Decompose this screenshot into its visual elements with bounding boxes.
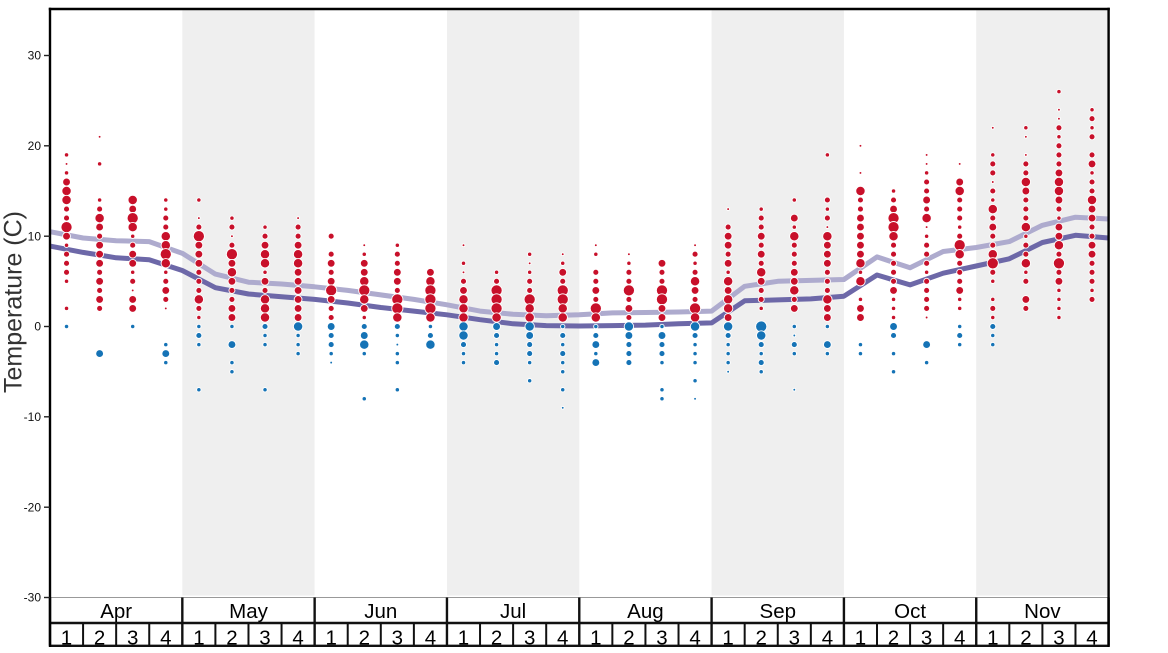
svg-text:30: 30 — [28, 49, 42, 63]
svg-text:Oct: Oct — [894, 600, 926, 623]
svg-text:1: 1 — [722, 627, 733, 649]
svg-text:4: 4 — [292, 627, 303, 649]
svg-text:4: 4 — [557, 627, 568, 649]
svg-text:1: 1 — [458, 627, 469, 649]
svg-text:4: 4 — [425, 627, 436, 649]
svg-text:0: 0 — [34, 320, 41, 334]
svg-text:Sep: Sep — [760, 600, 796, 623]
svg-text:4: 4 — [160, 627, 171, 649]
svg-text:2: 2 — [94, 627, 105, 649]
svg-text:Jun: Jun — [364, 600, 397, 623]
svg-text:4: 4 — [689, 627, 700, 649]
svg-text:1: 1 — [590, 627, 601, 649]
svg-text:2: 2 — [755, 627, 766, 649]
svg-text:1: 1 — [325, 627, 336, 649]
svg-text:1: 1 — [855, 627, 866, 649]
svg-text:Nov: Nov — [1024, 600, 1061, 623]
svg-text:2: 2 — [359, 627, 370, 649]
svg-text:Apr: Apr — [100, 600, 132, 623]
svg-text:1: 1 — [61, 627, 72, 649]
svg-text:Jul: Jul — [500, 600, 526, 623]
svg-text:-30: -30 — [24, 591, 42, 605]
svg-text:3: 3 — [656, 627, 667, 649]
svg-text:-20: -20 — [24, 500, 42, 514]
svg-text:4: 4 — [1086, 627, 1097, 649]
svg-text:3: 3 — [921, 627, 932, 649]
svg-text:2: 2 — [888, 627, 899, 649]
svg-text:2: 2 — [226, 627, 237, 649]
svg-text:3: 3 — [524, 627, 535, 649]
svg-text:3: 3 — [392, 627, 403, 649]
svg-text:Aug: Aug — [627, 600, 663, 623]
svg-text:20: 20 — [28, 139, 42, 153]
svg-text:1: 1 — [987, 627, 998, 649]
svg-text:Temperature (C): Temperature (C) — [0, 211, 28, 393]
svg-text:1: 1 — [193, 627, 204, 649]
svg-text:May: May — [229, 600, 268, 623]
svg-text:10: 10 — [28, 229, 42, 243]
svg-text:2: 2 — [623, 627, 634, 649]
svg-text:3: 3 — [1053, 627, 1064, 649]
svg-text:3: 3 — [127, 627, 138, 649]
svg-text:2: 2 — [491, 627, 502, 649]
svg-text:3: 3 — [789, 627, 800, 649]
svg-text:3: 3 — [259, 627, 270, 649]
svg-text:-10: -10 — [24, 410, 42, 424]
svg-text:2: 2 — [1020, 627, 1031, 649]
svg-text:4: 4 — [954, 627, 965, 649]
svg-text:4: 4 — [822, 627, 833, 649]
